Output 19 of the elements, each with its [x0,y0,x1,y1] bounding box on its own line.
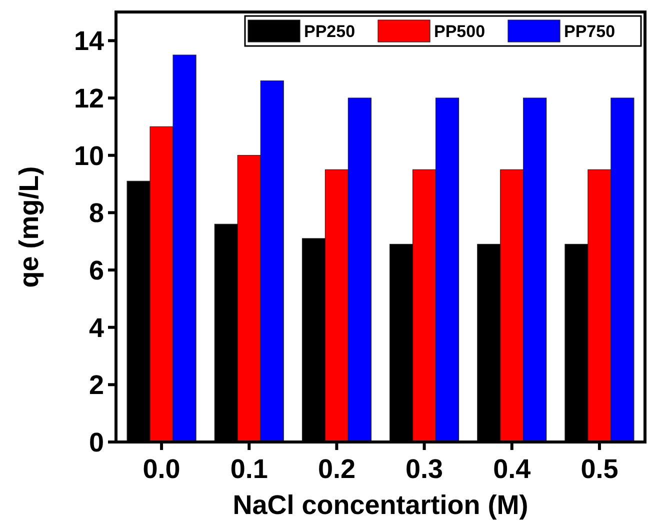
x-tick-label: 0.3 [406,454,444,484]
y-tick-label: 0 [88,427,104,458]
y-tick-label: 4 [88,312,104,343]
x-tick-label: 0.0 [142,454,180,484]
y-tick-label: 2 [88,370,104,400]
y-tick-label: 12 [74,83,104,114]
y-axis-title: qe (mg/L) [14,166,44,288]
y-tick-label: 6 [88,255,104,286]
legend-label: PP750 [564,22,616,41]
y-tick-label: 8 [88,198,104,228]
y-tick-label: 14 [74,26,104,56]
x-tick-label: 0.4 [493,454,531,484]
legend-label: PP250 [304,22,356,41]
x-tick-label: 0.1 [230,454,268,484]
y-tick-label: 10 [74,140,104,171]
x-tick-label: 0.5 [580,454,618,484]
legend-label: PP500 [434,22,486,41]
x-tick-label: 0.2 [318,454,356,484]
x-axis-title: NaCl concentartion (M) [232,490,528,520]
